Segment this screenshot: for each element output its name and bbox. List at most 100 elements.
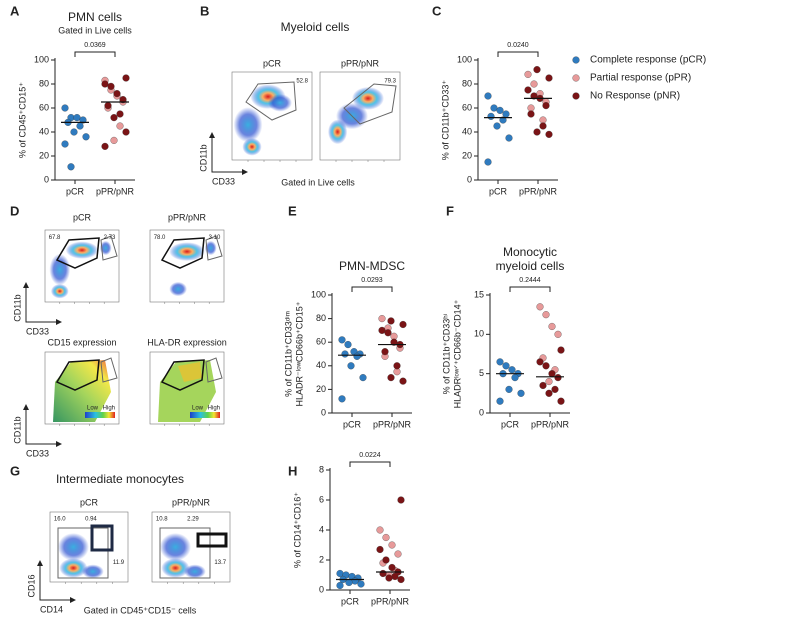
- arrow-head: [23, 282, 62, 325]
- y-axis-label: CD11b: [12, 294, 22, 321]
- data-point: [388, 563, 396, 572]
- data-point: [388, 541, 396, 549]
- data-point: [517, 389, 525, 397]
- y-tick-label: 80: [462, 78, 472, 88]
- data-point: [353, 352, 361, 360]
- gate: [55, 359, 100, 391]
- data-point: [496, 106, 504, 114]
- data-point: [557, 397, 565, 405]
- y-tick-label: 40: [316, 360, 326, 370]
- y-tick-label: 60: [316, 337, 326, 347]
- data-point: [505, 385, 513, 393]
- chart-title: myeloid cells: [496, 259, 565, 273]
- density-cloud: [169, 281, 187, 297]
- y-tick-label: 0: [319, 584, 324, 594]
- y-tick-label: 80: [39, 78, 49, 88]
- y-tick-label: 60: [462, 102, 472, 112]
- arrow-head: [209, 132, 248, 175]
- data-point: [399, 377, 407, 385]
- y-tick-label: 6: [319, 494, 324, 504]
- gate: [205, 357, 223, 383]
- data-point: [524, 86, 532, 94]
- data-point: [341, 350, 349, 358]
- x-axis-label: CD33: [212, 176, 235, 186]
- density-cloud: [268, 94, 292, 112]
- scale-high: High: [208, 406, 220, 412]
- y-tick-label: 40: [39, 126, 49, 136]
- gate: [245, 81, 297, 121]
- y-axis-label: CD16: [26, 574, 36, 597]
- data-point: [351, 577, 359, 585]
- data-point: [101, 80, 109, 88]
- data-point: [539, 122, 547, 130]
- p-value: 0.2444: [519, 277, 541, 284]
- data-point: [484, 92, 492, 100]
- gate: [160, 237, 205, 269]
- gate-value: 13.7: [214, 560, 226, 566]
- panel-title: Intermediate monocytes: [56, 472, 184, 486]
- data-point: [381, 348, 389, 356]
- data-point: [385, 574, 393, 582]
- x-axis-label: CD14: [40, 604, 63, 614]
- gate-value: 11.9: [113, 560, 125, 566]
- plot-label: pPR/pNR: [341, 58, 380, 68]
- gate-value: 52.8: [296, 78, 308, 84]
- data-point: [397, 496, 405, 504]
- x-tick-label: pPR/pNR: [531, 419, 570, 429]
- y-tick-label: 40: [462, 126, 472, 136]
- y-tick-label: 80: [316, 313, 326, 323]
- data-point: [493, 122, 501, 130]
- plot-label: HLA-DR expression: [147, 337, 227, 347]
- data-point: [376, 526, 384, 534]
- gate-value: 3.10: [209, 235, 221, 241]
- density-cloud: [183, 564, 206, 579]
- legend-marker: [572, 92, 580, 100]
- gate-value: 2.29: [187, 517, 199, 523]
- data-point: [110, 136, 118, 144]
- gating-note: Gated in CD45⁺CD15⁻ cells: [84, 605, 197, 615]
- data-point: [336, 569, 344, 578]
- gate: [90, 524, 114, 552]
- plot-frame: [149, 229, 225, 303]
- data-point: [376, 545, 384, 554]
- data-point: [524, 70, 532, 78]
- data-point: [73, 114, 81, 122]
- data-point: [336, 581, 344, 590]
- axis-arrow: [25, 406, 60, 445]
- panel-letter: D: [10, 203, 19, 218]
- y-tick-label: 5: [479, 368, 484, 378]
- density-cloud: [59, 558, 88, 578]
- p-bracket: [74, 51, 116, 57]
- gate: [159, 527, 211, 579]
- data-point: [530, 80, 538, 88]
- data-point: [393, 362, 401, 370]
- data-point: [539, 116, 547, 124]
- data-point: [122, 128, 130, 136]
- data-point: [536, 358, 544, 366]
- p-bracket: [509, 286, 551, 292]
- gate-value: 16.0: [54, 517, 66, 523]
- data-point: [338, 395, 346, 403]
- panel-title: Myeloid cells: [281, 20, 350, 34]
- data-point: [542, 311, 550, 319]
- data-point: [347, 362, 355, 370]
- y-tick-label: 60: [39, 102, 49, 112]
- data-point: [542, 102, 550, 110]
- density-cloud: [65, 241, 99, 259]
- y-tick-label: 8: [319, 464, 324, 474]
- data-point: [394, 550, 402, 558]
- x-tick-label: pPR/pNR: [373, 419, 412, 429]
- gate: [205, 235, 223, 261]
- data-point: [533, 66, 541, 74]
- data-point: [387, 317, 395, 325]
- plot-label: pCR: [80, 497, 99, 507]
- panel-letter: E: [288, 203, 297, 218]
- y-tick-label: 100: [457, 54, 472, 64]
- x-axis-label: CD33: [26, 326, 49, 336]
- gate-value: 78.0: [154, 235, 166, 241]
- data-point: [545, 389, 553, 397]
- panel-letter: G: [10, 463, 20, 478]
- panel-letter: A: [10, 3, 20, 18]
- data-point: [378, 315, 386, 323]
- gate-value: 79.3: [384, 78, 396, 84]
